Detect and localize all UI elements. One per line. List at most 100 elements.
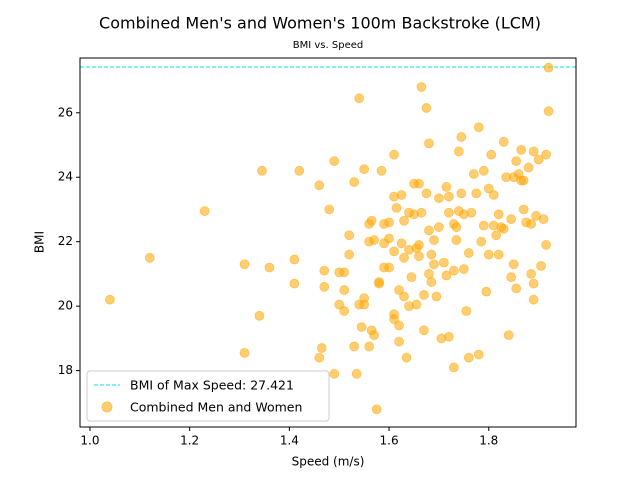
y-tick-label: 22 — [58, 234, 73, 248]
data-point — [339, 267, 350, 278]
data-point — [488, 190, 499, 200]
data-point — [105, 294, 115, 305]
data-point — [503, 330, 514, 341]
data-point — [448, 362, 459, 373]
data-point — [396, 238, 407, 249]
data-point — [438, 257, 449, 268]
data-point — [526, 219, 537, 229]
data-point — [384, 233, 394, 244]
data-point — [396, 190, 407, 200]
data-point — [399, 215, 409, 226]
legend-reference-line-label: BMI of Max Speed: 27.421 — [130, 378, 294, 393]
data-point — [463, 248, 474, 258]
data-point — [426, 277, 437, 287]
data-point — [493, 249, 504, 260]
data-point — [389, 314, 399, 324]
data-point — [511, 156, 522, 167]
data-point — [461, 306, 472, 316]
data-point — [199, 206, 210, 216]
legend-series-label: Combined Men and Women — [130, 400, 302, 415]
data-point — [443, 207, 454, 218]
data-point — [384, 262, 394, 273]
data-point — [359, 164, 370, 175]
data-point — [451, 235, 462, 245]
data-point — [543, 62, 554, 73]
x-axis: 1.0 1.2 1.4 1.6 1.8 — [80, 427, 498, 448]
data-point — [478, 165, 489, 176]
data-point — [416, 207, 427, 218]
data-point — [344, 230, 355, 241]
x-tick-label: 1.8 — [479, 434, 498, 448]
chart-subtitle: BMI vs. Speed — [293, 40, 363, 51]
data-point — [528, 278, 539, 289]
y-axis: 18 20 22 24 26 — [58, 105, 80, 377]
data-point — [239, 259, 250, 270]
data-point — [374, 277, 384, 287]
data-point — [486, 149, 497, 160]
data-point — [289, 278, 300, 289]
data-point — [421, 188, 432, 199]
data-point — [394, 320, 404, 331]
data-point — [401, 352, 412, 363]
data-point — [491, 230, 502, 241]
data-point — [389, 149, 399, 160]
data-point — [506, 214, 517, 225]
legend: BMI of Max Speed: 27.421 Combined Men an… — [86, 370, 330, 422]
data-point — [356, 322, 367, 332]
data-point — [366, 215, 377, 226]
data-point — [498, 136, 509, 147]
data-point — [144, 252, 155, 263]
data-point — [394, 285, 404, 295]
data-point — [468, 169, 479, 179]
data-point — [434, 193, 444, 204]
data-point — [543, 106, 554, 117]
data-point — [324, 204, 335, 215]
data-point — [314, 352, 325, 363]
data-point — [411, 299, 422, 310]
data-point — [478, 220, 489, 231]
data-point — [528, 294, 539, 305]
data-point — [319, 281, 330, 292]
data-point — [264, 262, 275, 273]
data-point — [471, 188, 482, 199]
data-point — [448, 265, 459, 276]
y-tick-label: 26 — [58, 105, 73, 119]
data-point — [254, 310, 265, 321]
data-point — [526, 269, 537, 279]
data-point — [391, 202, 402, 213]
data-point — [316, 343, 327, 353]
data-point — [441, 182, 452, 192]
y-tick-label: 24 — [58, 170, 73, 184]
data-point — [424, 225, 434, 236]
data-point — [359, 299, 370, 310]
data-point — [493, 209, 504, 220]
data-point — [523, 162, 534, 173]
data-point — [431, 291, 442, 302]
data-point — [451, 222, 462, 233]
data-point — [458, 264, 469, 274]
data-point — [421, 103, 432, 113]
axes-frame — [79, 57, 577, 428]
data-point — [406, 272, 417, 283]
data-point — [424, 269, 434, 279]
data-point — [334, 299, 345, 310]
data-point — [329, 368, 340, 379]
data-point — [344, 249, 355, 260]
data-point — [339, 306, 350, 316]
data-point — [376, 165, 387, 176]
data-point — [384, 217, 394, 228]
x-tick-label: 1.2 — [180, 434, 199, 448]
plot-area — [80, 62, 576, 415]
data-point — [419, 325, 429, 336]
data-point — [257, 165, 267, 176]
data-point — [498, 223, 509, 234]
data-point — [239, 347, 250, 358]
data-point — [429, 235, 439, 245]
data-point — [289, 254, 300, 265]
data-point — [349, 341, 360, 352]
data-point — [516, 144, 527, 155]
y-axis-label: BMI — [33, 231, 47, 253]
data-point — [536, 260, 547, 271]
data-point — [508, 259, 519, 270]
